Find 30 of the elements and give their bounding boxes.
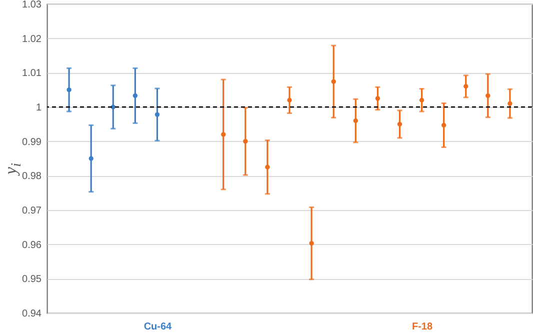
x-tick-label: Cu-64 bbox=[144, 322, 172, 332]
point bbox=[88, 156, 94, 161]
y-tick-label: 0.94 bbox=[22, 308, 42, 320]
y-tick-label: 1.01 bbox=[22, 68, 42, 80]
y-tick-label: 0.96 bbox=[22, 240, 42, 251]
point bbox=[265, 164, 270, 170]
point bbox=[287, 98, 292, 102]
point bbox=[508, 101, 512, 106]
y-tick-label: 1 bbox=[36, 102, 42, 114]
point bbox=[419, 98, 424, 102]
point bbox=[441, 122, 446, 128]
y-tick-label: 0.98 bbox=[22, 171, 42, 182]
point bbox=[375, 96, 380, 101]
y-tick-label: 1.03 bbox=[22, 0, 42, 10]
point bbox=[331, 79, 336, 84]
y-tick-label: 0.99 bbox=[22, 136, 42, 148]
point bbox=[309, 240, 314, 246]
y-tick-label: 1.02 bbox=[22, 34, 42, 45]
point bbox=[154, 112, 160, 117]
point bbox=[221, 132, 226, 137]
point bbox=[397, 122, 402, 127]
point bbox=[486, 93, 490, 98]
point bbox=[66, 87, 72, 92]
point bbox=[132, 93, 138, 98]
y-tick-label: 0.97 bbox=[22, 206, 42, 216]
point bbox=[353, 118, 358, 124]
point bbox=[243, 138, 248, 144]
y-tick-label: 0.95 bbox=[22, 274, 42, 286]
x-tick-label: F-18 bbox=[412, 322, 433, 332]
point bbox=[464, 84, 468, 89]
